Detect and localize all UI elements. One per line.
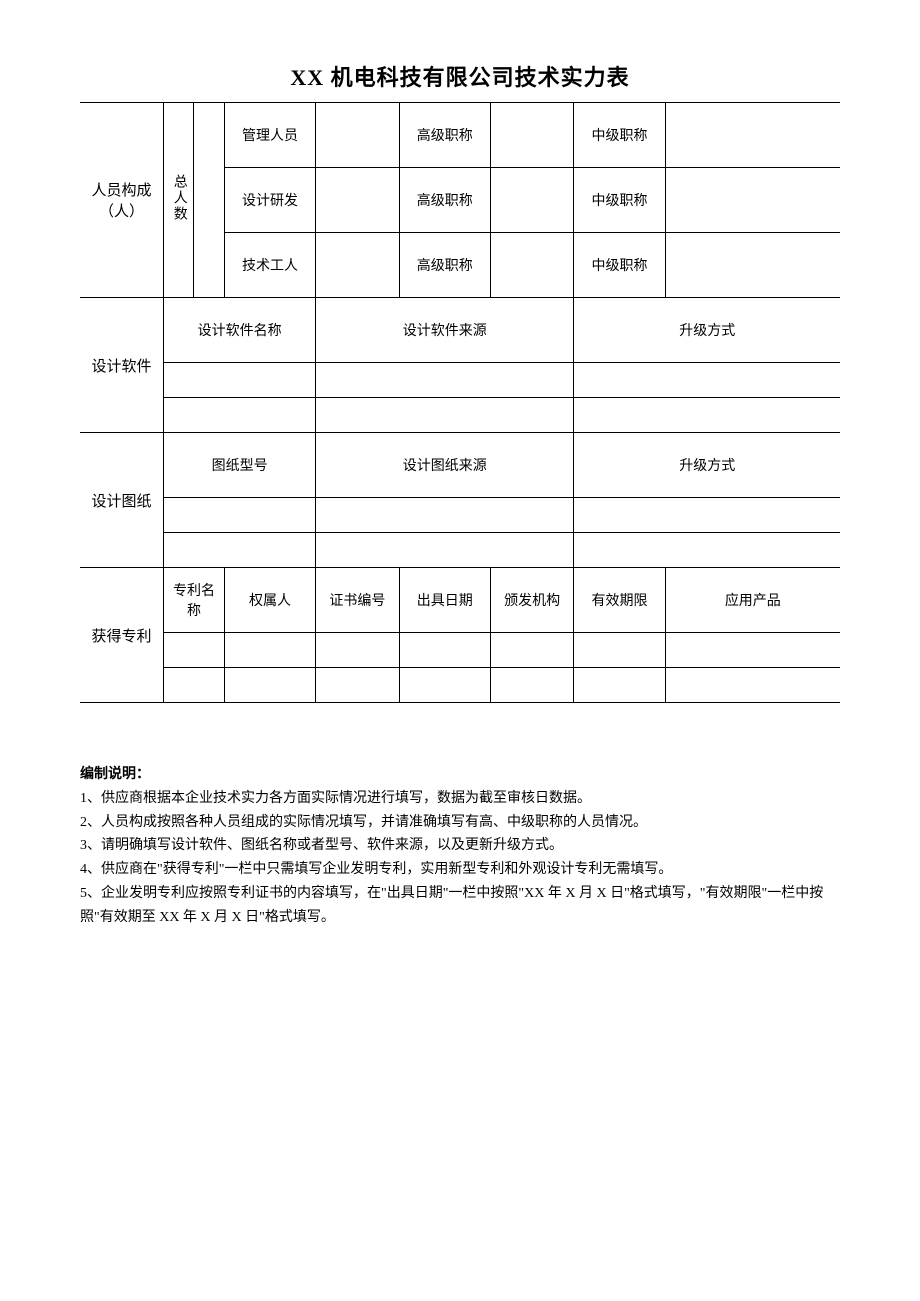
mid-title-value [665,233,840,298]
senior-title-label: 高级职称 [399,233,490,298]
table-row [80,668,840,703]
patents-cell [164,668,225,703]
patents-cell [224,668,315,703]
table-row [80,533,840,568]
drawings-label: 设计图纸 [80,433,164,568]
drawings-cell [574,498,840,533]
mid-title-value [665,103,840,168]
patents-cell [399,668,490,703]
personnel-cell [316,103,400,168]
drawings-cell [164,533,316,568]
notes-item: 1、供应商根据本企业技术实力各方面实际情况进行填写，数据为截至审核日数据。 [80,787,840,811]
software-cell [316,398,574,433]
personnel-category: 设计研发 [224,168,315,233]
patents-cell [665,668,840,703]
patents-cell [224,633,315,668]
patents-header: 出具日期 [399,568,490,633]
patents-cell [665,633,840,668]
patents-cell [574,633,665,668]
patents-header: 应用产品 [665,568,840,633]
patents-cell [316,633,400,668]
patents-cell [399,633,490,668]
mid-title-label: 中级职称 [574,103,665,168]
patents-label: 获得专利 [80,568,164,703]
drawings-cell [574,533,840,568]
drawings-header: 图纸型号 [164,433,316,498]
software-label: 设计软件 [80,298,164,433]
personnel-label: 人员构成（人） [80,103,164,298]
software-cell [574,363,840,398]
table-row [80,398,840,433]
mid-title-label: 中级职称 [574,168,665,233]
table-row: 人员构成（人） 总人数 管理人员 高级职称 中级职称 [80,103,840,168]
mid-title-label: 中级职称 [574,233,665,298]
patents-cell [574,668,665,703]
software-cell [164,398,316,433]
patents-header: 有效期限 [574,568,665,633]
senior-title-label: 高级职称 [399,168,490,233]
software-cell [316,363,574,398]
software-cell [574,398,840,433]
table-row: 设计图纸 图纸型号 设计图纸来源 升级方式 [80,433,840,498]
total-people-value [194,103,224,298]
personnel-cell [316,233,400,298]
page-title: XX 机电科技有限公司技术实力表 [80,60,840,92]
patents-header: 权属人 [224,568,315,633]
personnel-cell [316,168,400,233]
mid-title-value [665,168,840,233]
drawings-cell [164,498,316,533]
senior-title-value [490,103,574,168]
software-header: 设计软件名称 [164,298,316,363]
patents-cell [490,633,574,668]
notes-section: 编制说明： 1、供应商根据本企业技术实力各方面实际情况进行填写，数据为截至审核日… [80,763,840,930]
notes-title: 编制说明： [80,763,840,787]
total-people-label: 总人数 [164,103,194,298]
senior-title-value [490,233,574,298]
table-row: 获得专利 专利名称 权属人 证书编号 出具日期 颁发机构 有效期限 应用产品 [80,568,840,633]
table-row: 设计软件 设计软件名称 设计软件来源 升级方式 [80,298,840,363]
patents-cell [490,668,574,703]
notes-item: 5、企业发明专利应按照专利证书的内容填写，在"出具日期"一栏中按照"XX 年 X… [80,882,840,930]
table-row [80,363,840,398]
software-header: 升级方式 [574,298,840,363]
software-cell [164,363,316,398]
drawings-cell [316,533,574,568]
personnel-category: 管理人员 [224,103,315,168]
senior-title-value [490,168,574,233]
drawings-header: 设计图纸来源 [316,433,574,498]
notes-item: 2、人员构成按照各种人员组成的实际情况填写，并请准确填写有高、中级职称的人员情况… [80,811,840,835]
table-row [80,633,840,668]
senior-title-label: 高级职称 [399,103,490,168]
patents-cell [164,633,225,668]
patents-header: 专利名称 [164,568,225,633]
notes-item: 4、供应商在"获得专利"一栏中只需填写企业发明专利，实用新型专利和外观设计专利无… [80,858,840,882]
software-header: 设计软件来源 [316,298,574,363]
drawings-header: 升级方式 [574,433,840,498]
drawings-cell [316,498,574,533]
table-row [80,498,840,533]
capability-table: 人员构成（人） 总人数 管理人员 高级职称 中级职称 设计研发 高级职称 中级职… [80,102,840,703]
patents-cell [316,668,400,703]
patents-header: 颁发机构 [490,568,574,633]
personnel-category: 技术工人 [224,233,315,298]
notes-item: 3、请明确填写设计软件、图纸名称或者型号、软件来源，以及更新升级方式。 [80,834,840,858]
patents-header: 证书编号 [316,568,400,633]
